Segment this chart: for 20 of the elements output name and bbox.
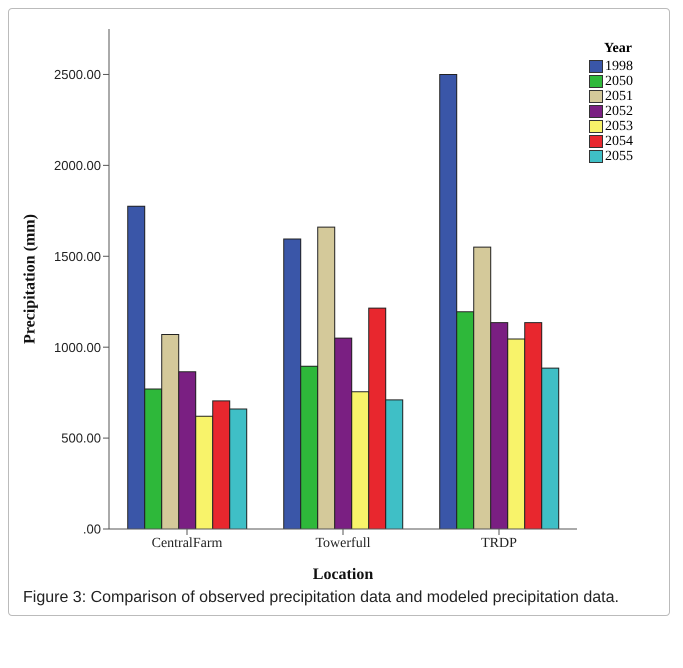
caption: Figure 3: Comparison of observed precipitation data and modeled precipitation data. [22,589,620,607]
y-tick-label: 1500.00 [54,248,101,264]
y-tick-label: .00 [82,522,101,537]
x-tick-label: CentralFarm [152,536,222,551]
legend-label: 1998 [604,59,634,74]
legend-label: 2055 [604,149,634,164]
legend-label: 2052 [604,104,634,119]
legend-label: 2053 [604,119,634,134]
x-axis-title: Location [312,566,374,583]
legend-label: 2054 [604,134,634,149]
y-tick-label: 500.00 [61,430,101,446]
y-tick-label: 2500.00 [54,67,101,82]
legend-label: 2051 [604,89,634,104]
legend-label: 2050 [604,74,634,89]
y-axis-title: Precipitation (mm) [22,214,39,344]
x-tick-label: Towerfull [315,536,371,551]
x-tick-label: TRDP [481,536,518,551]
y-tick-label: 1000.00 [54,340,101,355]
legend-title: Year [603,41,633,57]
y-tick-label: 2000.00 [54,158,101,173]
